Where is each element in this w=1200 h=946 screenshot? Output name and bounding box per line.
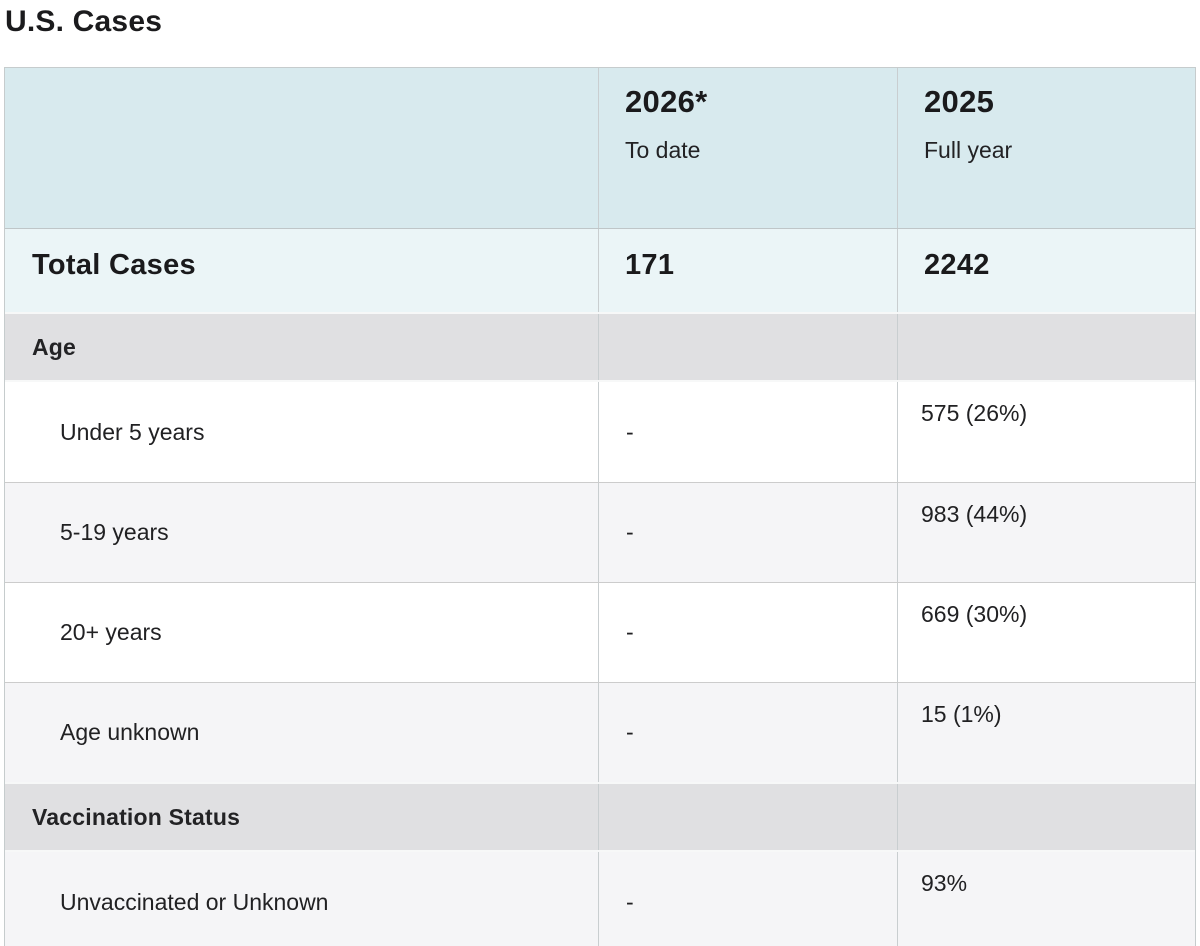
row-2026-value: - — [626, 519, 634, 545]
row-2026-cell: - — [598, 683, 897, 782]
row-label-cell: 20+ years — [5, 583, 598, 682]
row-label: Unvaccinated or Unknown — [60, 888, 329, 915]
table-row-age-unknown: Age unknown - 15 (1%) — [5, 682, 1195, 782]
section-row-age: Age — [5, 312, 1195, 382]
row-2025-value: 983 (44%) — [921, 501, 1028, 527]
section-row-vaccination-status: Vaccination Status — [5, 782, 1195, 852]
table-row-20-plus-years: 20+ years - 669 (30%) — [5, 582, 1195, 682]
page-title: U.S. Cases — [5, 5, 163, 38]
row-2025-value: 93% — [921, 870, 968, 896]
header-col-2026: 2026* To date — [598, 68, 897, 228]
row-2026-value: - — [626, 719, 634, 745]
total-cases-label-cell: Total Cases — [5, 229, 598, 312]
total-cases-label: Total Cases — [32, 249, 196, 281]
row-2026-cell: - — [598, 483, 897, 582]
row-2025-cell: 575 (26%) — [897, 382, 1195, 482]
row-label-cell: Age unknown — [5, 683, 598, 782]
row-label-cell: Under 5 years — [5, 382, 598, 482]
section-age-2026-cell — [598, 314, 897, 380]
section-age-label: Age — [32, 333, 77, 360]
section-age-2025-cell — [897, 314, 1195, 380]
section-vaccination-label: Vaccination Status — [32, 803, 241, 830]
row-2026-cell: - — [598, 852, 897, 946]
row-2026-value: - — [626, 619, 634, 645]
row-2025-value: 575 (26%) — [921, 400, 1028, 426]
row-2025-value: 15 (1%) — [921, 701, 1002, 727]
us-cases-table: 2026* To date 2025 Full year Total Cases… — [4, 67, 1196, 946]
row-2026-cell: - — [598, 382, 897, 482]
header-col-2025: 2025 Full year — [897, 68, 1195, 228]
row-2025-cell: 983 (44%) — [897, 483, 1195, 582]
total-cases-row: Total Cases 171 2242 — [5, 228, 1195, 312]
table-row-5-19-years: 5-19 years - 983 (44%) — [5, 482, 1195, 582]
table-row-unvaccinated-or-unknown: Unvaccinated or Unknown - 93% — [5, 852, 1195, 946]
header-sub-2025: Full year — [924, 137, 1013, 163]
header-year-2025: 2025 — [924, 84, 995, 119]
section-vaccination-2026-cell — [598, 784, 897, 850]
total-cases-2025-cell: 2242 — [897, 229, 1195, 312]
row-2026-value: - — [626, 418, 634, 445]
row-2025-cell: 93% — [897, 852, 1195, 946]
row-2025-cell: 669 (30%) — [897, 583, 1195, 682]
section-age-label-cell: Age — [5, 314, 598, 380]
section-vaccination-2025-cell — [897, 784, 1195, 850]
total-cases-2026-cell: 171 — [598, 229, 897, 312]
total-cases-2025-value: 2242 — [924, 249, 990, 281]
row-label: 20+ years — [60, 619, 162, 645]
row-2025-cell: 15 (1%) — [897, 683, 1195, 782]
total-cases-2026-value: 171 — [625, 249, 675, 281]
table-row-under-5-years: Under 5 years - 575 (26%) — [5, 382, 1195, 482]
header-year-2026: 2026* — [625, 84, 708, 119]
row-2026-cell: - — [598, 583, 897, 682]
row-2025-value: 669 (30%) — [921, 601, 1028, 627]
row-label: 5-19 years — [60, 519, 169, 545]
row-label-cell: Unvaccinated or Unknown — [5, 852, 598, 946]
section-vaccination-label-cell: Vaccination Status — [5, 784, 598, 850]
header-empty-cell — [5, 68, 598, 228]
row-label: Under 5 years — [60, 418, 205, 445]
row-label-cell: 5-19 years — [5, 483, 598, 582]
row-2026-value: - — [626, 888, 634, 915]
header-sub-2026: To date — [625, 137, 701, 163]
table-header-row: 2026* To date 2025 Full year — [5, 68, 1195, 228]
row-label: Age unknown — [60, 719, 200, 745]
